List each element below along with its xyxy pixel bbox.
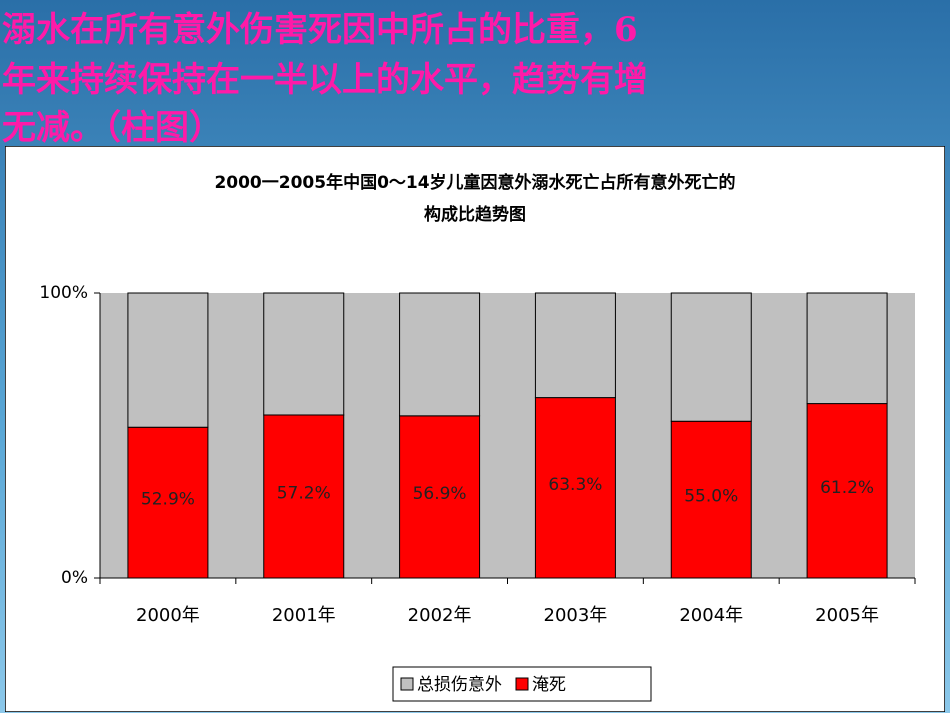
heading-line: 年来持续保持在一半以上的水平，趋势有增 — [2, 60, 648, 100]
value-label: 56.9% — [413, 484, 467, 504]
x-tick-label: 2001年 — [272, 605, 336, 626]
value-label: 63.3% — [548, 475, 602, 495]
legend: 总损伤意外 淹死 — [392, 666, 652, 702]
x-tick-label: 2003年 — [544, 605, 608, 626]
chart: 2000一2005年中国0～14岁儿童因意外溺水死亡占所有意外死亡的 构成比趋势… — [5, 146, 945, 712]
bar-segment — [127, 426, 209, 579]
plot-area — [100, 293, 915, 578]
chart-title: 2000一2005年中国0～14岁儿童因意外溺水死亡占所有意外死亡的 — [214, 172, 735, 193]
value-label: 61.2% — [820, 478, 874, 498]
bar-segment — [534, 397, 616, 579]
bar-segment — [534, 292, 616, 399]
bar-segment — [127, 292, 209, 428]
legend-swatch — [400, 677, 414, 691]
bar-segment — [670, 420, 752, 579]
legend-label: 总损伤意外 — [417, 675, 502, 695]
legend-label: 淹死 — [532, 675, 566, 695]
bar-segment — [263, 414, 345, 579]
x-tick-label: 2000年 — [136, 605, 200, 626]
bar-segment — [670, 292, 752, 422]
value-label: 52.9% — [141, 490, 195, 510]
y-tick-label: 0% — [61, 568, 88, 588]
bar-segment — [399, 292, 481, 417]
bar-segment — [399, 415, 481, 579]
x-tick-label: 2002年 — [408, 605, 472, 626]
bar-segment — [806, 403, 888, 579]
value-label: 57.2% — [277, 483, 331, 503]
chart-title: 构成比趋势图 — [424, 204, 526, 225]
legend-swatch — [515, 677, 529, 691]
value-label: 55.0% — [684, 487, 738, 507]
bar-segment — [263, 292, 345, 416]
heading-line: 无减。（柱图） — [2, 108, 223, 148]
x-tick-label: 2004年 — [679, 605, 743, 626]
y-tick-label: 100% — [39, 283, 88, 303]
x-tick-label: 2005年 — [815, 605, 879, 626]
heading-line: 溺水在所有意外伤害死因中所占的比重，6 — [2, 10, 638, 50]
bar-segment — [806, 292, 888, 405]
